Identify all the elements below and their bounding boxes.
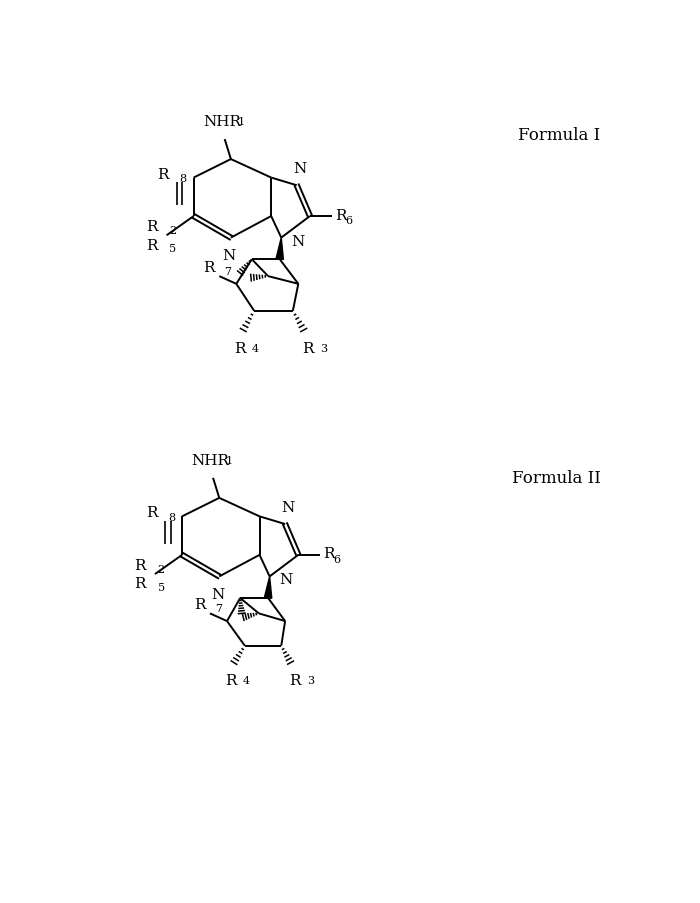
Text: R: R [134, 577, 146, 591]
Text: R: R [146, 219, 158, 234]
Text: R: R [146, 238, 158, 252]
Text: 8: 8 [180, 173, 187, 183]
Text: R: R [225, 673, 237, 687]
Text: 6: 6 [334, 554, 341, 564]
Text: NHR: NHR [192, 453, 230, 468]
Text: Formula II: Formula II [512, 469, 601, 486]
Text: 2: 2 [169, 226, 176, 236]
Text: 4: 4 [243, 675, 250, 685]
Polygon shape [276, 238, 284, 260]
Text: 5: 5 [158, 582, 164, 592]
Text: 2: 2 [158, 564, 164, 574]
Text: 1: 1 [237, 116, 244, 126]
Text: 8: 8 [168, 512, 175, 522]
Text: R: R [335, 209, 346, 222]
Text: R: R [158, 168, 169, 182]
Text: N: N [293, 162, 307, 176]
Text: 7: 7 [224, 266, 231, 277]
Text: 7: 7 [215, 604, 222, 614]
Text: N: N [211, 588, 224, 601]
Text: Formula I: Formula I [518, 126, 601, 144]
Text: R: R [234, 341, 246, 356]
Text: R: R [134, 558, 146, 573]
Text: N: N [281, 500, 295, 515]
Text: NHR: NHR [203, 116, 242, 129]
Polygon shape [265, 577, 272, 599]
Text: N: N [223, 249, 236, 263]
Text: R: R [290, 673, 301, 687]
Text: R: R [302, 341, 314, 356]
Text: R: R [194, 598, 205, 611]
Text: N: N [291, 235, 304, 248]
Text: 3: 3 [307, 675, 314, 685]
Text: 5: 5 [169, 244, 176, 254]
Text: R: R [323, 546, 335, 561]
Text: 6: 6 [345, 216, 352, 226]
Text: 3: 3 [320, 344, 327, 354]
Text: R: R [203, 261, 215, 275]
Text: N: N [280, 573, 293, 587]
Text: 4: 4 [252, 344, 259, 354]
Text: 1: 1 [226, 455, 233, 465]
Text: R: R [146, 506, 158, 520]
